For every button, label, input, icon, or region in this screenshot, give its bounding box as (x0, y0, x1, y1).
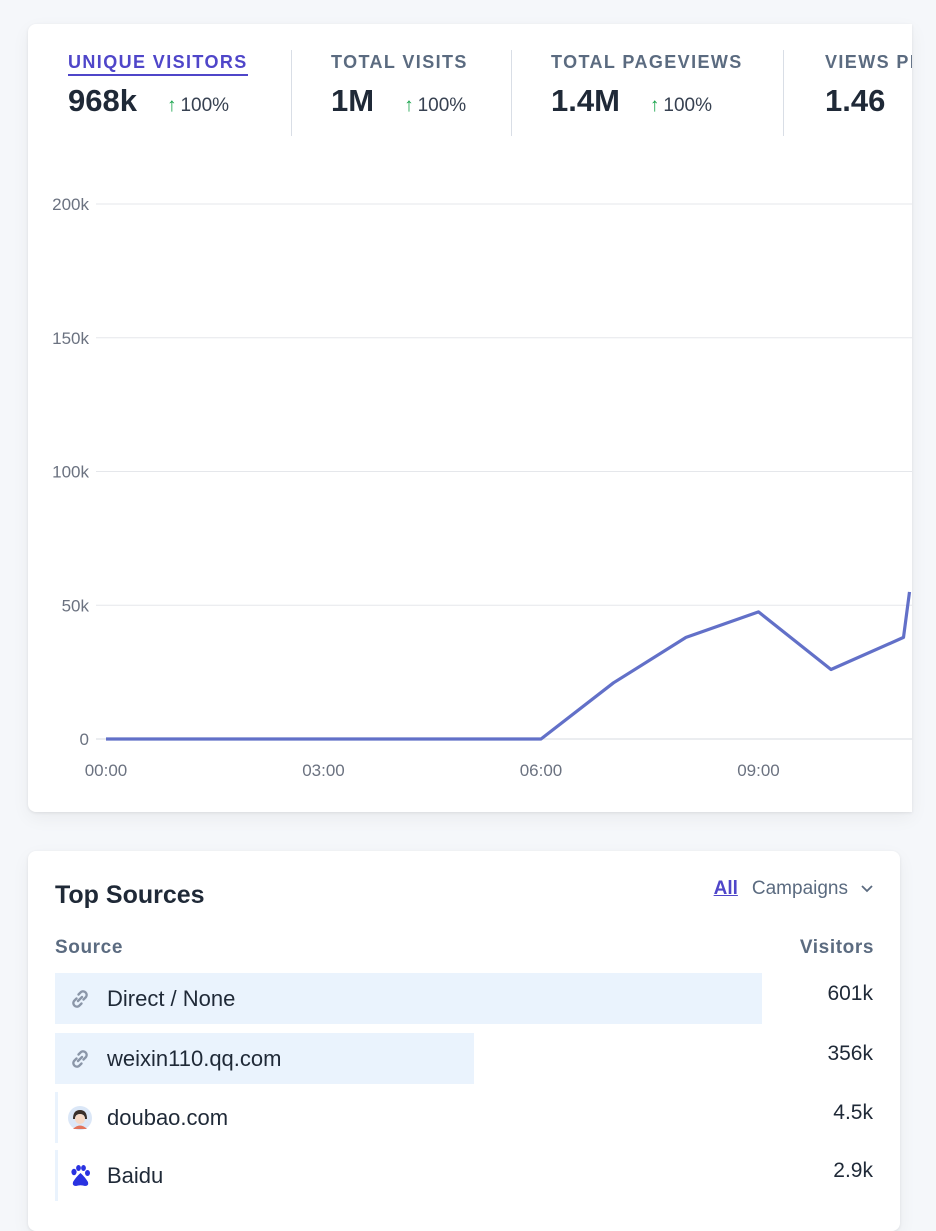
source-row[interactable]: doubao.com 4.5k (55, 1092, 873, 1143)
source-row[interactable]: Direct / None 601k (55, 973, 873, 1024)
x-tick-label: 00:00 (85, 761, 128, 780)
baidu-paw-icon (67, 1163, 93, 1189)
source-name[interactable]: weixin110.qq.com (107, 1046, 282, 1071)
source-visitors: 2.9k (833, 1159, 873, 1182)
divider (291, 50, 292, 136)
source-name[interactable]: Baidu (107, 1163, 164, 1188)
y-tick-label: 200k (52, 195, 89, 214)
arrow-up-icon: ↑ (166, 95, 177, 116)
stat-change: ↑ 100% (649, 95, 713, 116)
source-tabs: All Campaigns (714, 878, 874, 900)
stat-value: 1.4M (551, 83, 620, 118)
source-visitors: 356k (827, 1042, 873, 1065)
chevron-down-icon[interactable] (860, 881, 874, 897)
source-visitors: 601k (827, 982, 873, 1005)
link-icon (67, 1046, 93, 1072)
source-share-bar (55, 1150, 58, 1201)
source-share-bar (55, 973, 762, 1024)
doubao-avatar-icon (67, 1105, 93, 1131)
y-tick-label: 150k (52, 329, 89, 348)
source-share-bar (55, 1092, 58, 1143)
link-icon (67, 986, 93, 1012)
x-tick-label: 03:00 (302, 761, 345, 780)
y-tick-label: 0 (80, 730, 89, 749)
stat-total-pageviews[interactable]: TOTAL PAGEVIEWS 1.4M ↑ 100% (551, 52, 743, 119)
series-line[interactable] (106, 591, 912, 741)
divider (511, 50, 512, 136)
x-tick-label: 09:00 (737, 761, 780, 780)
y-tick-label: 50k (62, 596, 90, 615)
stat-total-visits[interactable]: TOTAL VISITS 1M ↑ 100% (331, 52, 468, 119)
source-row[interactable]: Baidu 2.9k (55, 1150, 873, 1201)
source-name[interactable]: doubao.com (107, 1105, 229, 1130)
arrow-up-icon: ↑ (404, 95, 414, 116)
column-header-source: Source (55, 937, 124, 958)
tab-campaigns[interactable]: Campaigns (751, 878, 848, 899)
source-visitors: 4.5k (833, 1101, 873, 1124)
top-sources-title: Top Sources (55, 881, 205, 909)
stat-value: 968k (68, 83, 137, 118)
stat-label[interactable]: UNIQUE VISITORS (68, 52, 248, 76)
source-row[interactable]: weixin110.qq.com 356k (55, 1033, 873, 1084)
source-share-bar (55, 1033, 474, 1084)
stat-change: ↑ 100% (166, 95, 230, 116)
stat-value: 1M (331, 83, 375, 118)
visitors-card: UNIQUE VISITORS 968k ↑ 100% TOTAL VISITS … (28, 24, 912, 812)
x-tick-label: 06:00 (520, 761, 563, 780)
stat-change: ↑ 100% (404, 95, 467, 116)
arrow-up-icon: ↑ (649, 95, 660, 116)
stat-label[interactable]: VIEWS PER VISIT (825, 52, 912, 72)
stat-views-per-visit[interactable]: VIEWS PER VISIT 1.46 (825, 52, 912, 119)
source-name[interactable]: Direct / None (107, 986, 236, 1011)
visitors-line-chart: 200k 150k 100k 50k 0 00:00 03:00 06:00 09:00 (52, 195, 912, 780)
stat-label[interactable]: TOTAL VISITS (331, 52, 468, 72)
top-sources-card: Top Sources All Campaigns Source Visitor… (28, 851, 900, 1231)
stat-unique-visitors[interactable]: UNIQUE VISITORS 968k ↑ 100% (68, 52, 248, 119)
divider (783, 50, 784, 136)
tab-all[interactable]: All (713, 878, 738, 899)
y-tick-label: 100k (52, 463, 89, 482)
stat-value: 1.46 (825, 83, 886, 118)
column-header-visitors: Visitors (799, 937, 874, 958)
stat-label[interactable]: TOTAL PAGEVIEWS (551, 52, 743, 72)
